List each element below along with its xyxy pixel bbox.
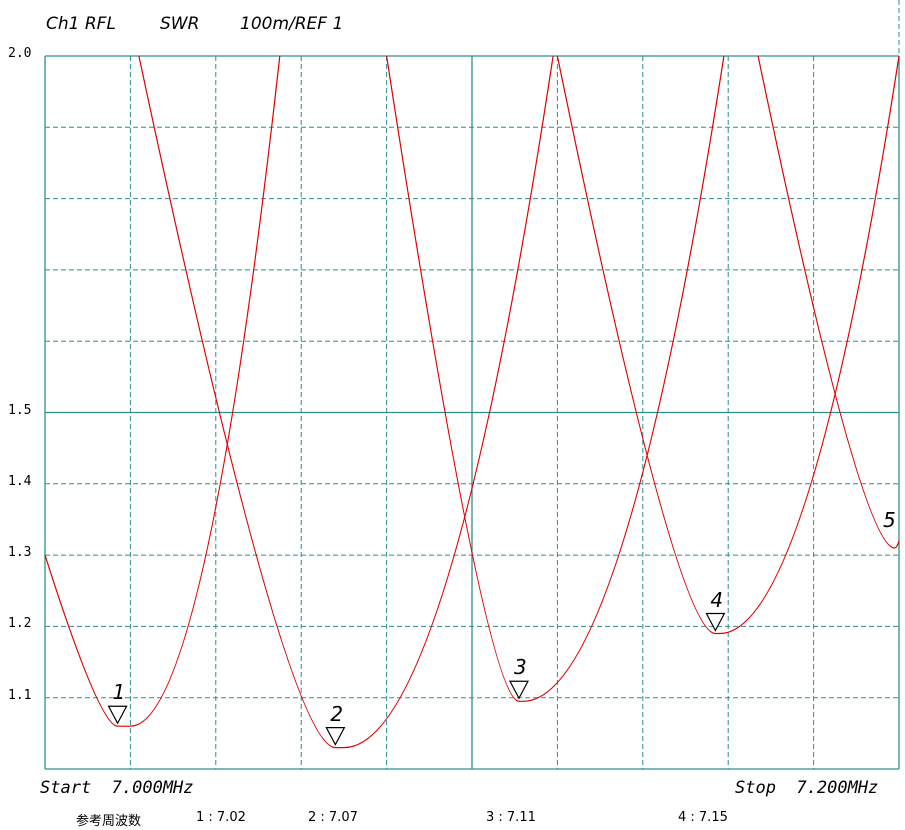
swr-trace-2 (138, 55, 554, 749)
swr-trace-4 (556, 55, 900, 635)
marker-4-triangle (705, 612, 726, 632)
ref-item-1: 1 : 7.02 (196, 810, 246, 825)
marker-1-label: 1 (112, 680, 126, 705)
y-tick-label: 1.2 (8, 616, 32, 632)
parameter-label: SWR (160, 14, 200, 34)
stop-frequency: Stop 7.200MHz (735, 778, 879, 798)
channel-label: Ch1 RFL (46, 14, 116, 34)
marker-5-label: 5 (883, 507, 896, 532)
marker-3-triangle (508, 680, 529, 700)
swr-trace-3 (386, 55, 725, 702)
y-tick-label: 1.4 (8, 473, 32, 489)
start-frequency: Start 7.000MHz (40, 778, 194, 798)
marker-2-triangle (325, 727, 346, 746)
swr-trace-5 (757, 55, 900, 549)
plot-grid (44, 0, 900, 770)
ref-item-3: 3 : 7.11 (486, 810, 536, 825)
y-tick-label: 1.5 (8, 402, 32, 418)
reference-frequency-label: 参考周波数 (76, 814, 142, 829)
marker-triangles (107, 612, 726, 746)
marker-2-label: 2 (330, 701, 344, 726)
ref-item-4: 4 : 7.15 (678, 810, 728, 825)
marker-1-triangle (107, 705, 128, 725)
y-tick-label: 2.0 (8, 46, 32, 61)
swr-trace-1 (44, 55, 281, 727)
marker-4-label: 4 (710, 587, 724, 612)
y-tick-label: 1.3 (8, 545, 32, 561)
marker-3-label: 3 (513, 655, 527, 680)
swr-traces (44, 55, 900, 749)
scale-label: 100m/REF 1 (240, 14, 344, 34)
ref-item-2: 2 : 7.07 (308, 810, 358, 825)
y-tick-label: 1.1 (8, 687, 32, 703)
